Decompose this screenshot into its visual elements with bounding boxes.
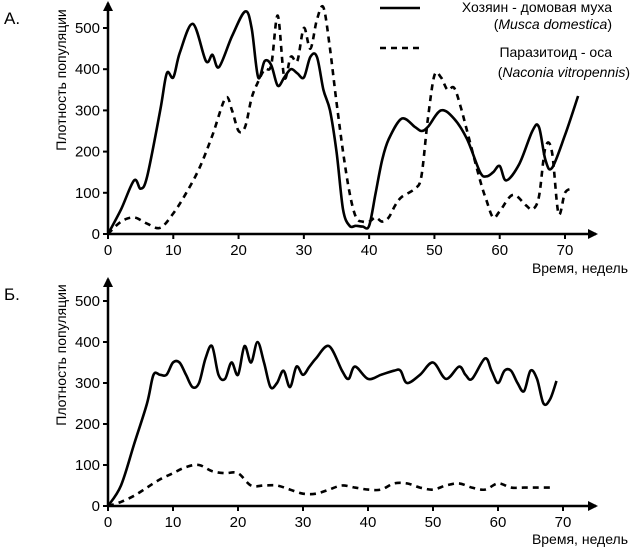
legend-host-label: Хозяин - домовая муха (462, 0, 612, 15)
legend-host-paren-close: ) (607, 16, 612, 32)
x-tick-label: 50 (426, 242, 443, 259)
x-tick-label: 10 (165, 514, 182, 531)
y-tick-label: 200 (75, 416, 100, 433)
legend-parasitoid-latin: (Naconia vitropennis) (498, 64, 630, 80)
y-tick-label: 100 (75, 185, 100, 202)
x-tick-label: 30 (296, 242, 313, 259)
x-tick-label: 60 (490, 514, 507, 531)
chart-panel-b: Б. Плотность популяции Время, недель 0 10… (4, 277, 628, 547)
x-tick-label: 20 (230, 242, 247, 259)
panel-b-label: Б. (4, 285, 20, 304)
x-tick-label: 70 (557, 242, 574, 259)
x-tick-label: 0 (104, 514, 112, 531)
legend-host-paren-open: ( (494, 16, 499, 32)
y-tick-label: 300 (75, 102, 100, 119)
y-tick-label: 400 (75, 334, 100, 351)
y-tick-label: 300 (75, 375, 100, 392)
legend-parasitoid-latin-name: Naconia vitropennis (502, 64, 625, 80)
y-tick-label: 200 (75, 144, 100, 161)
panel-a-label: А. (4, 9, 20, 28)
panel-b-y-axis-title: Плотность популяции (53, 284, 69, 425)
x-tick-label: 30 (295, 514, 312, 531)
panel-a-x-axis-title: Время, недель (532, 260, 628, 276)
panel-a-series (106, 4, 580, 235)
host-series-line (106, 10, 580, 235)
parasitoid-series-line (107, 463, 550, 508)
legend-host-latin-name: Musca domestica (498, 16, 607, 32)
panel-b-x-axis-title: Время, недель (532, 531, 628, 547)
y-tick-label: 0 (92, 498, 100, 515)
panel-b-ticks: 0 100 200 300 400 500 0 10 20 30 40 50 60 70 (75, 293, 571, 531)
legend-host-latin: (Musca domestica) (494, 16, 612, 32)
x-tick-label: 40 (361, 242, 378, 259)
y-tick-label: 0 (92, 226, 100, 243)
x-tick-label: 50 (425, 514, 442, 531)
y-tick-label: 500 (75, 20, 100, 37)
legend-parasitoid-paren-close: ) (625, 64, 630, 80)
legend-parasitoid-paren-open: ( (498, 64, 503, 80)
legend-parasitoid-label: Паразитоид - оса (499, 44, 612, 60)
panel-a-y-axis-title: Плотность популяции (53, 9, 69, 150)
legend: Хозяин - домовая муха (Musca domestica) … (380, 0, 630, 80)
parasitoid-series-line (107, 4, 573, 235)
panel-b-axes (103, 277, 598, 511)
panel-b-series (106, 340, 558, 508)
x-tick-label: 20 (230, 514, 247, 531)
panel-a-ticks: 0 100 200 300 400 500 0 10 20 30 40 50 60 70 (75, 20, 573, 259)
x-tick-label: 60 (491, 242, 508, 259)
y-tick-label: 100 (75, 457, 100, 474)
y-tick-label: 400 (75, 61, 100, 78)
y-tick-label: 500 (75, 293, 100, 310)
host-series-line (106, 340, 558, 507)
chart-panel-a: А. Плотность популяции Время, недель 0 10… (4, 0, 630, 276)
x-tick-label: 40 (360, 514, 377, 531)
x-tick-label: 70 (555, 514, 572, 531)
x-tick-label: 10 (165, 242, 182, 259)
x-tick-label: 0 (104, 242, 112, 259)
panel-a-axes (103, 1, 598, 239)
